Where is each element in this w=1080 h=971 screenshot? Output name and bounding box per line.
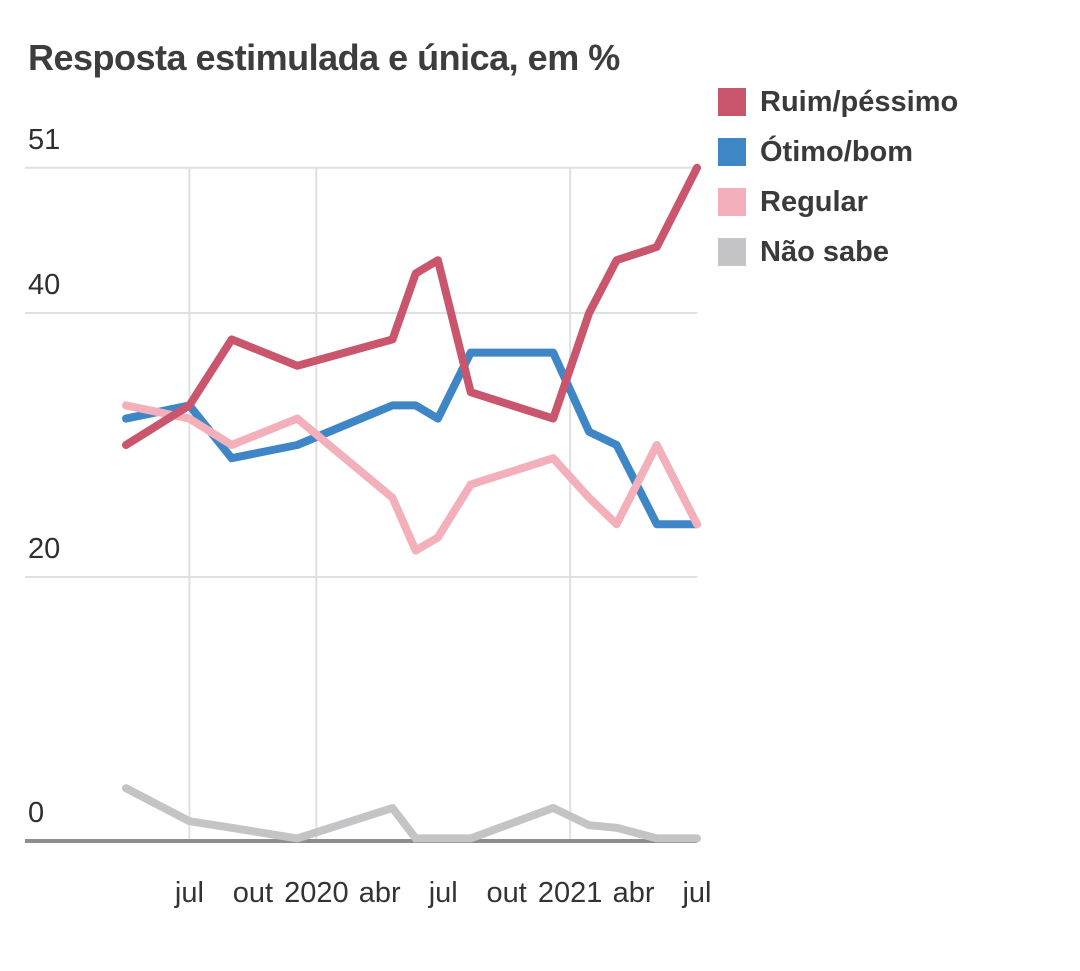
- y-tick-label-20: 20: [28, 533, 61, 565]
- line-series-regular: [122, 401, 701, 555]
- legend-label: Regular: [760, 186, 868, 218]
- legend-swatch-regular-icon: [718, 188, 746, 216]
- legend-swatch-otimo-bom-icon: [718, 138, 746, 166]
- x-tick-label-jul: jul: [174, 877, 204, 909]
- x-tick-label-2021: 2021: [537, 877, 603, 909]
- legend-label: Ruim/péssimo: [760, 86, 959, 118]
- x-tick-label-abr: abr: [612, 877, 655, 909]
- x-tick-label-jul: jul: [682, 877, 712, 909]
- x-tick-label-abr: abr: [358, 877, 401, 909]
- x-tick-label-jul: jul: [428, 877, 458, 909]
- legend-swatch-nao-sabe-icon: [718, 238, 746, 266]
- legend-item-nao-sabe: Não sabe: [718, 236, 958, 268]
- x-tick-label-2020: 2020: [284, 877, 349, 909]
- chart-title: Resposta estimulada e única, em %: [28, 37, 620, 78]
- legend-label: Não sabe: [760, 236, 889, 268]
- y-tick-label-51: 51: [28, 123, 61, 156]
- legend-item-regular: Regular: [718, 186, 958, 218]
- line-series-n-o-sabe: [122, 784, 701, 843]
- y-tick-label-40: 40: [28, 269, 61, 301]
- line-series--timo-bom: [122, 348, 701, 529]
- legend: Ruim/péssimo Ótimo/bom Regular Não sabe: [718, 88, 958, 288]
- x-tick-label-out: out: [232, 877, 274, 909]
- y-tick-label-0: 0: [28, 797, 45, 829]
- legend-swatch-ruim-pessimo-icon: [718, 88, 746, 116]
- legend-item-ruim-pessimo: Ruim/péssimo: [718, 86, 959, 118]
- legend-item-otimo-bom: Ótimo/bom: [718, 136, 958, 168]
- legend-label: Ótimo/bom: [760, 136, 914, 168]
- x-tick-label-out: out: [486, 877, 527, 909]
- line-series-ruim-p-ssimo: [122, 163, 701, 449]
